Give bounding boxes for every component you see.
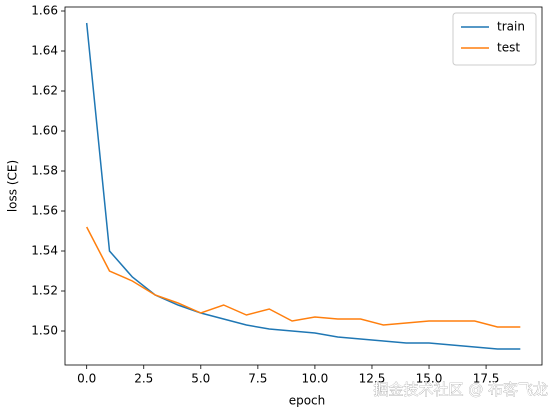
y-tick-label: 1.66 xyxy=(31,4,58,18)
y-axis-label: loss (CE) xyxy=(6,160,20,212)
y-tick-label: 1.62 xyxy=(31,84,58,98)
x-axis-label: epoch xyxy=(289,394,326,408)
y-tick-label: 1.60 xyxy=(31,124,58,138)
y-tick-label: 1.54 xyxy=(31,244,58,258)
x-tick-label: 10.0 xyxy=(302,372,329,386)
y-tick-label: 1.56 xyxy=(31,204,58,218)
x-tick-label: 17.5 xyxy=(473,372,500,386)
x-tick-label: 5.0 xyxy=(191,372,210,386)
x-tick-label: 12.5 xyxy=(359,372,386,386)
line-series xyxy=(86,226,521,328)
y-tick-label: 1.58 xyxy=(31,164,58,178)
legend-label: train xyxy=(497,20,525,34)
watermark: 掘金技术社区 @ 布客飞龙 xyxy=(373,381,548,399)
y-tick-label: 1.50 xyxy=(31,324,58,338)
x-tick-label: 2.5 xyxy=(134,372,153,386)
legend-label: test xyxy=(497,41,520,55)
y-tick-label: 1.64 xyxy=(31,44,58,58)
x-tick-label: 7.5 xyxy=(248,372,267,386)
legend-box xyxy=(452,12,537,66)
y-tick-label: 1.52 xyxy=(31,284,58,298)
x-tick-label: 0.0 xyxy=(77,372,96,386)
x-tick-label: 15.0 xyxy=(416,372,443,386)
plot-frame xyxy=(64,6,543,366)
line-series xyxy=(85,22,521,350)
